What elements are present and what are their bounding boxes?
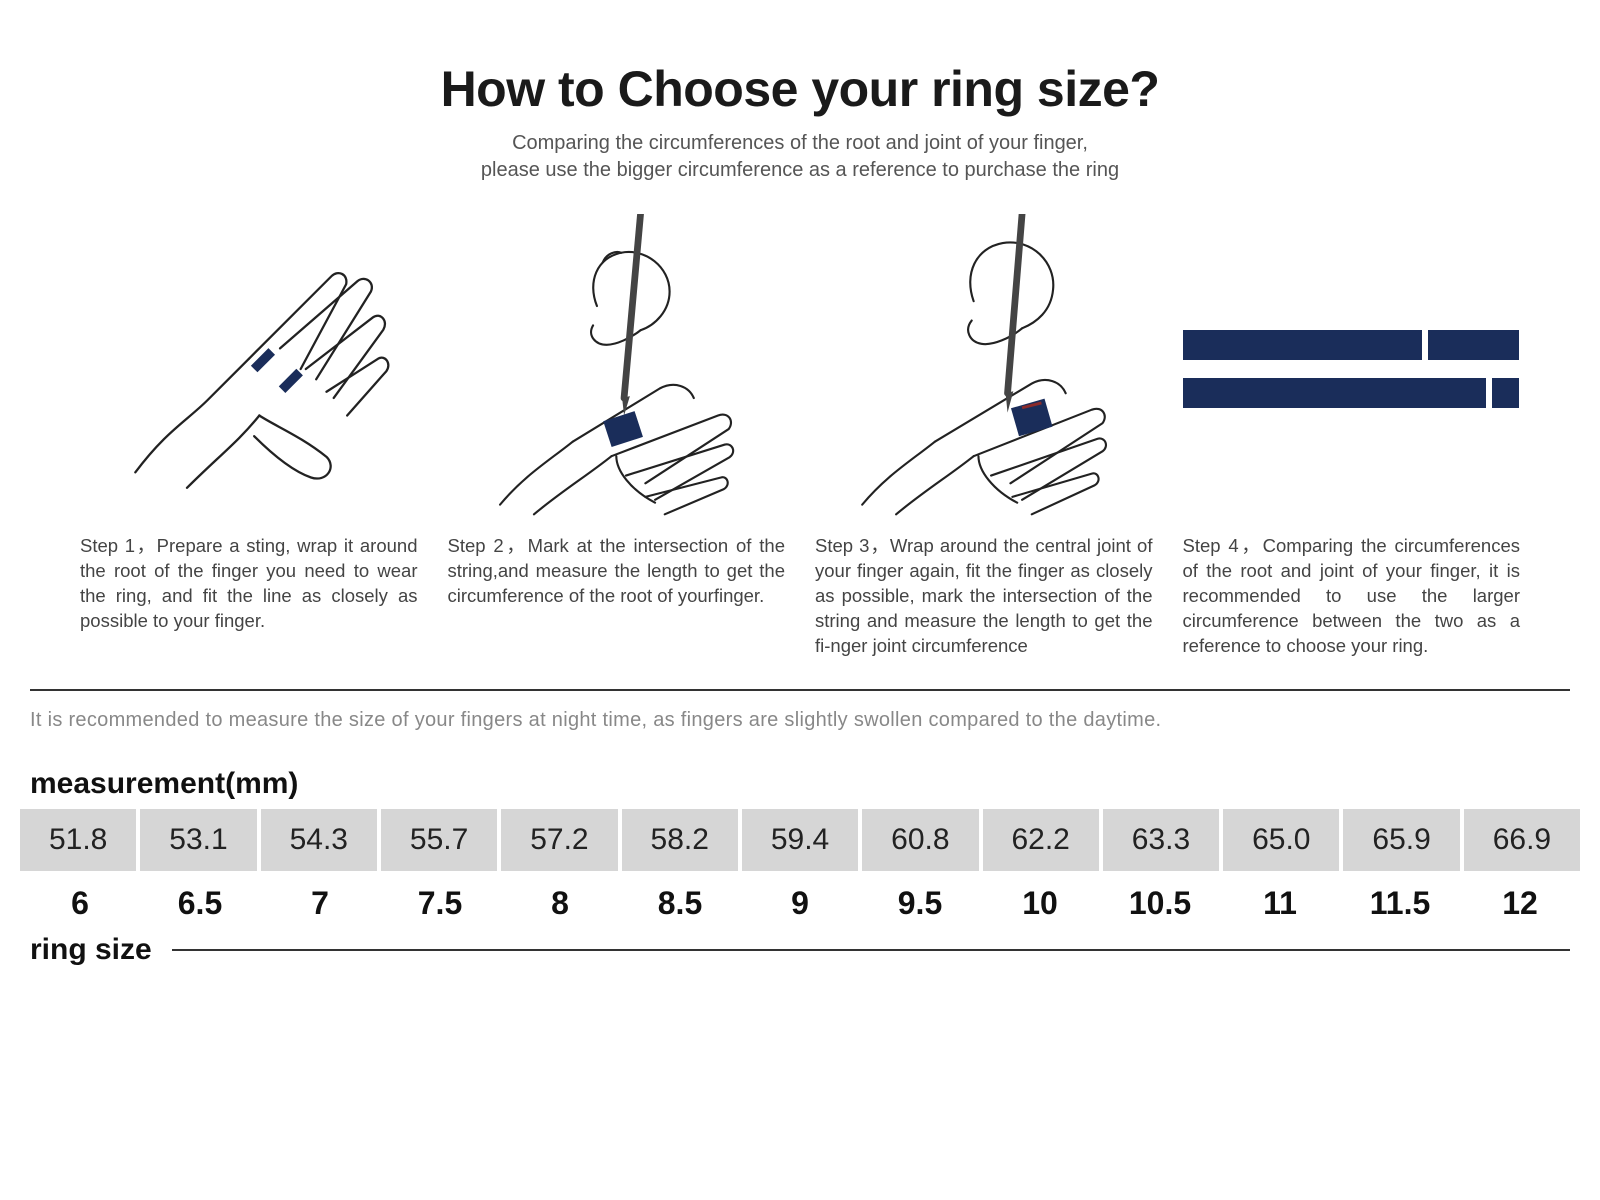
size-table: measurement(mm) 51.853.154.355.757.258.2… — [20, 767, 1580, 967]
step-2: Step 2，Mark at the intersection of the s… — [448, 214, 786, 659]
measurement-cell: 60.8 — [862, 809, 982, 871]
measurement-cell: 65.0 — [1223, 809, 1343, 871]
section-divider — [30, 689, 1570, 691]
step-2-text: Step 2，Mark at the intersection of the s… — [448, 534, 786, 609]
subtitle-line-1: Comparing the circumferences of the root… — [512, 132, 1088, 154]
measurement-cell: 57.2 — [501, 809, 621, 871]
measurement-cell: 54.3 — [261, 809, 381, 871]
measurement-cell: 63.3 — [1103, 809, 1223, 871]
hand-mark-joint-icon — [838, 214, 1129, 524]
page-subtitle: Comparing the circumferences of the root… — [20, 130, 1580, 184]
ring-size-cell: 8 — [500, 871, 620, 937]
ring-size-cell: 9 — [740, 871, 860, 937]
ring-size-row: 66.577.588.599.51010.51111.512 — [20, 871, 1580, 937]
ring-size-cell: 11 — [1220, 871, 1340, 937]
step-4-text: Step 4，Comparing the circumferences of t… — [1183, 534, 1521, 659]
ring-size-cell: 11.5 — [1340, 871, 1460, 937]
step-1-text: Step 1，Prepare a sting, wrap it around t… — [80, 534, 418, 634]
measurement-cell: 65.9 — [1343, 809, 1463, 871]
measurement-cell: 51.8 — [20, 809, 140, 871]
ring-size-label-row: ring size — [20, 933, 1580, 967]
hand-string-root-icon — [94, 214, 404, 524]
ring-size-cell: 6 — [20, 871, 140, 937]
hand-mark-root-icon — [471, 214, 762, 524]
step-2-illustration — [448, 214, 786, 524]
ring-size-cell: 9.5 — [860, 871, 980, 937]
bar-2-left — [1183, 378, 1487, 408]
measurement-label: measurement(mm) — [30, 767, 1580, 801]
measurement-cell: 62.2 — [983, 809, 1103, 871]
night-tip: It is recommended to measure the size of… — [30, 709, 1570, 732]
step-1: Step 1，Prepare a sting, wrap it around t… — [80, 214, 418, 659]
step-3-text: Step 3，Wrap around the central joint of … — [815, 534, 1153, 659]
ring-size-cell: 10.5 — [1100, 871, 1220, 937]
measurement-row: 51.853.154.355.757.258.259.460.862.263.3… — [20, 809, 1580, 871]
ring-size-cell: 7 — [260, 871, 380, 937]
ring-size-label: ring size — [30, 933, 152, 967]
page-title: How to Choose your ring size? — [20, 60, 1580, 118]
bar-2-right — [1492, 378, 1519, 408]
ring-size-cell: 12 — [1460, 871, 1580, 937]
ring-size-cell: 10 — [980, 871, 1100, 937]
bar-row-2 — [1183, 378, 1521, 408]
measurement-cell: 55.7 — [381, 809, 501, 871]
step-4: Step 4，Comparing the circumferences of t… — [1183, 214, 1521, 659]
subtitle-line-2: please use the bigger circumference as a… — [481, 159, 1119, 181]
bar-1-left — [1183, 330, 1423, 360]
measurement-cell: 53.1 — [140, 809, 260, 871]
step-3-illustration — [815, 214, 1153, 524]
ring-size-line — [172, 949, 1570, 951]
measurement-cell: 66.9 — [1464, 809, 1580, 871]
ring-size-cell: 7.5 — [380, 871, 500, 937]
step-1-illustration — [80, 214, 418, 524]
page-root: How to Choose your ring size? Comparing … — [0, 0, 1600, 1200]
step-4-illustration — [1183, 214, 1521, 524]
measurement-cell: 58.2 — [622, 809, 742, 871]
measurement-cell: 59.4 — [742, 809, 862, 871]
bar-row-1 — [1183, 330, 1521, 360]
compare-bars-icon — [1183, 214, 1521, 524]
bar-1-right — [1428, 330, 1519, 360]
step-3: Step 3，Wrap around the central joint of … — [815, 214, 1153, 659]
steps-row: Step 1，Prepare a sting, wrap it around t… — [20, 214, 1580, 659]
ring-size-cell: 6.5 — [140, 871, 260, 937]
ring-size-cell: 8.5 — [620, 871, 740, 937]
